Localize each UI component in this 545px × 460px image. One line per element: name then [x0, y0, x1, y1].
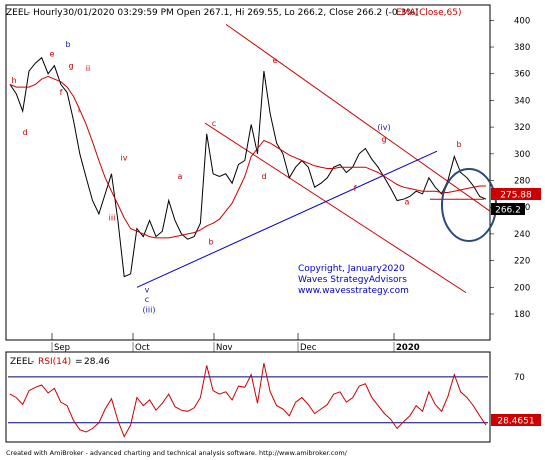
wave-label: g: [68, 61, 73, 70]
wave-label: (iv): [377, 123, 390, 132]
svg-text:266.2: 266.2: [495, 206, 521, 216]
y-tick-label: 400: [514, 16, 530, 26]
wave-label: e: [273, 56, 278, 65]
copyright-line-3: www.wavesstrategy.com: [298, 286, 409, 296]
wave-label: c: [145, 295, 149, 304]
y-tick-label: 200: [514, 283, 530, 293]
price-panel: [5, 4, 491, 341]
footer-credit: Created with AmiBroker - advanced charti…: [6, 449, 348, 457]
close-value-tag: 266.2: [491, 203, 525, 216]
wave-label: v: [145, 286, 150, 295]
rsi-levels: 7030: [8, 373, 525, 429]
rsi-current-value: 28.46: [84, 357, 110, 367]
wave-label: iv: [121, 153, 128, 162]
y-tick-label: 360: [514, 70, 530, 80]
upper-channel: [225, 23, 491, 212]
x-axis: Sep Oct Nov Dec 2020: [51, 333, 420, 353]
x-tick-label: Dec: [300, 343, 317, 353]
wave-label: b: [208, 238, 213, 247]
wave-label: i: [78, 105, 80, 114]
annotation-lines: [136, 23, 491, 294]
y-tick-label: 240: [514, 230, 530, 240]
header-info: - Hourly30/01/2020 03:29:59 PM Open 267.…: [27, 8, 418, 18]
y-tick-label: 180: [514, 310, 530, 320]
x-tick-label: Sep: [54, 343, 70, 353]
header-symbol: ZEEL: [6, 8, 29, 18]
y-tick-label: 220: [514, 257, 530, 267]
rsi-level-label: 70: [514, 373, 525, 383]
wave-label: ii: [86, 64, 90, 73]
wave-label: g: [381, 135, 386, 144]
y-tick-label: 300: [514, 150, 530, 160]
price-y-axis: 180200220240260280300320340360380400: [490, 16, 530, 320]
copyright-line-2: Waves StrategyAdvisors: [298, 275, 407, 285]
wave-label: h: [11, 76, 16, 85]
close-price-series: [9, 56, 487, 278]
wave-label: a: [178, 172, 183, 181]
lower-channel: [204, 122, 467, 294]
rsi-series: [9, 363, 487, 438]
wave-label: (iii): [143, 306, 156, 315]
wave-label: d: [261, 172, 266, 181]
y-tick-label: 380: [514, 43, 530, 53]
rsi-title-symbol: ZEEL: [10, 357, 33, 367]
rsi-title-sep: -: [31, 357, 34, 367]
wave-label: b: [456, 140, 461, 149]
header-ema-label: EMA(Close,65): [396, 8, 461, 18]
wave-label: c: [212, 119, 216, 128]
copyright-line-1: Copyright, January2020: [298, 264, 405, 274]
wave-label: d: [22, 128, 27, 137]
rsi-eq: =: [75, 357, 83, 367]
ema-value-tag: 275.88: [491, 188, 541, 201]
rsi-value-tag: 28.4651: [491, 414, 541, 427]
rsi-title: RSI(14): [38, 357, 71, 367]
wave-label: f: [60, 88, 63, 97]
x-tick-label: 2020: [396, 343, 420, 353]
y-tick-label: 320: [514, 123, 530, 133]
wave-label: e: [50, 49, 55, 58]
x-tick-label: Oct: [135, 343, 150, 353]
y-tick-label: 340: [514, 96, 530, 106]
wave-label: iii: [109, 214, 116, 223]
svg-text:28.4651: 28.4651: [497, 417, 534, 427]
x-tick-label: Nov: [216, 343, 233, 353]
wave-label: f: [354, 184, 357, 193]
wave-label: b: [65, 40, 70, 49]
wave-label: a: [405, 198, 410, 207]
blue-trendline: [136, 150, 438, 288]
y-tick-label: 280: [514, 177, 530, 187]
ema-series: [9, 75, 486, 239]
svg-text:275.88: 275.88: [500, 191, 532, 201]
rsi-panel: [5, 351, 491, 443]
